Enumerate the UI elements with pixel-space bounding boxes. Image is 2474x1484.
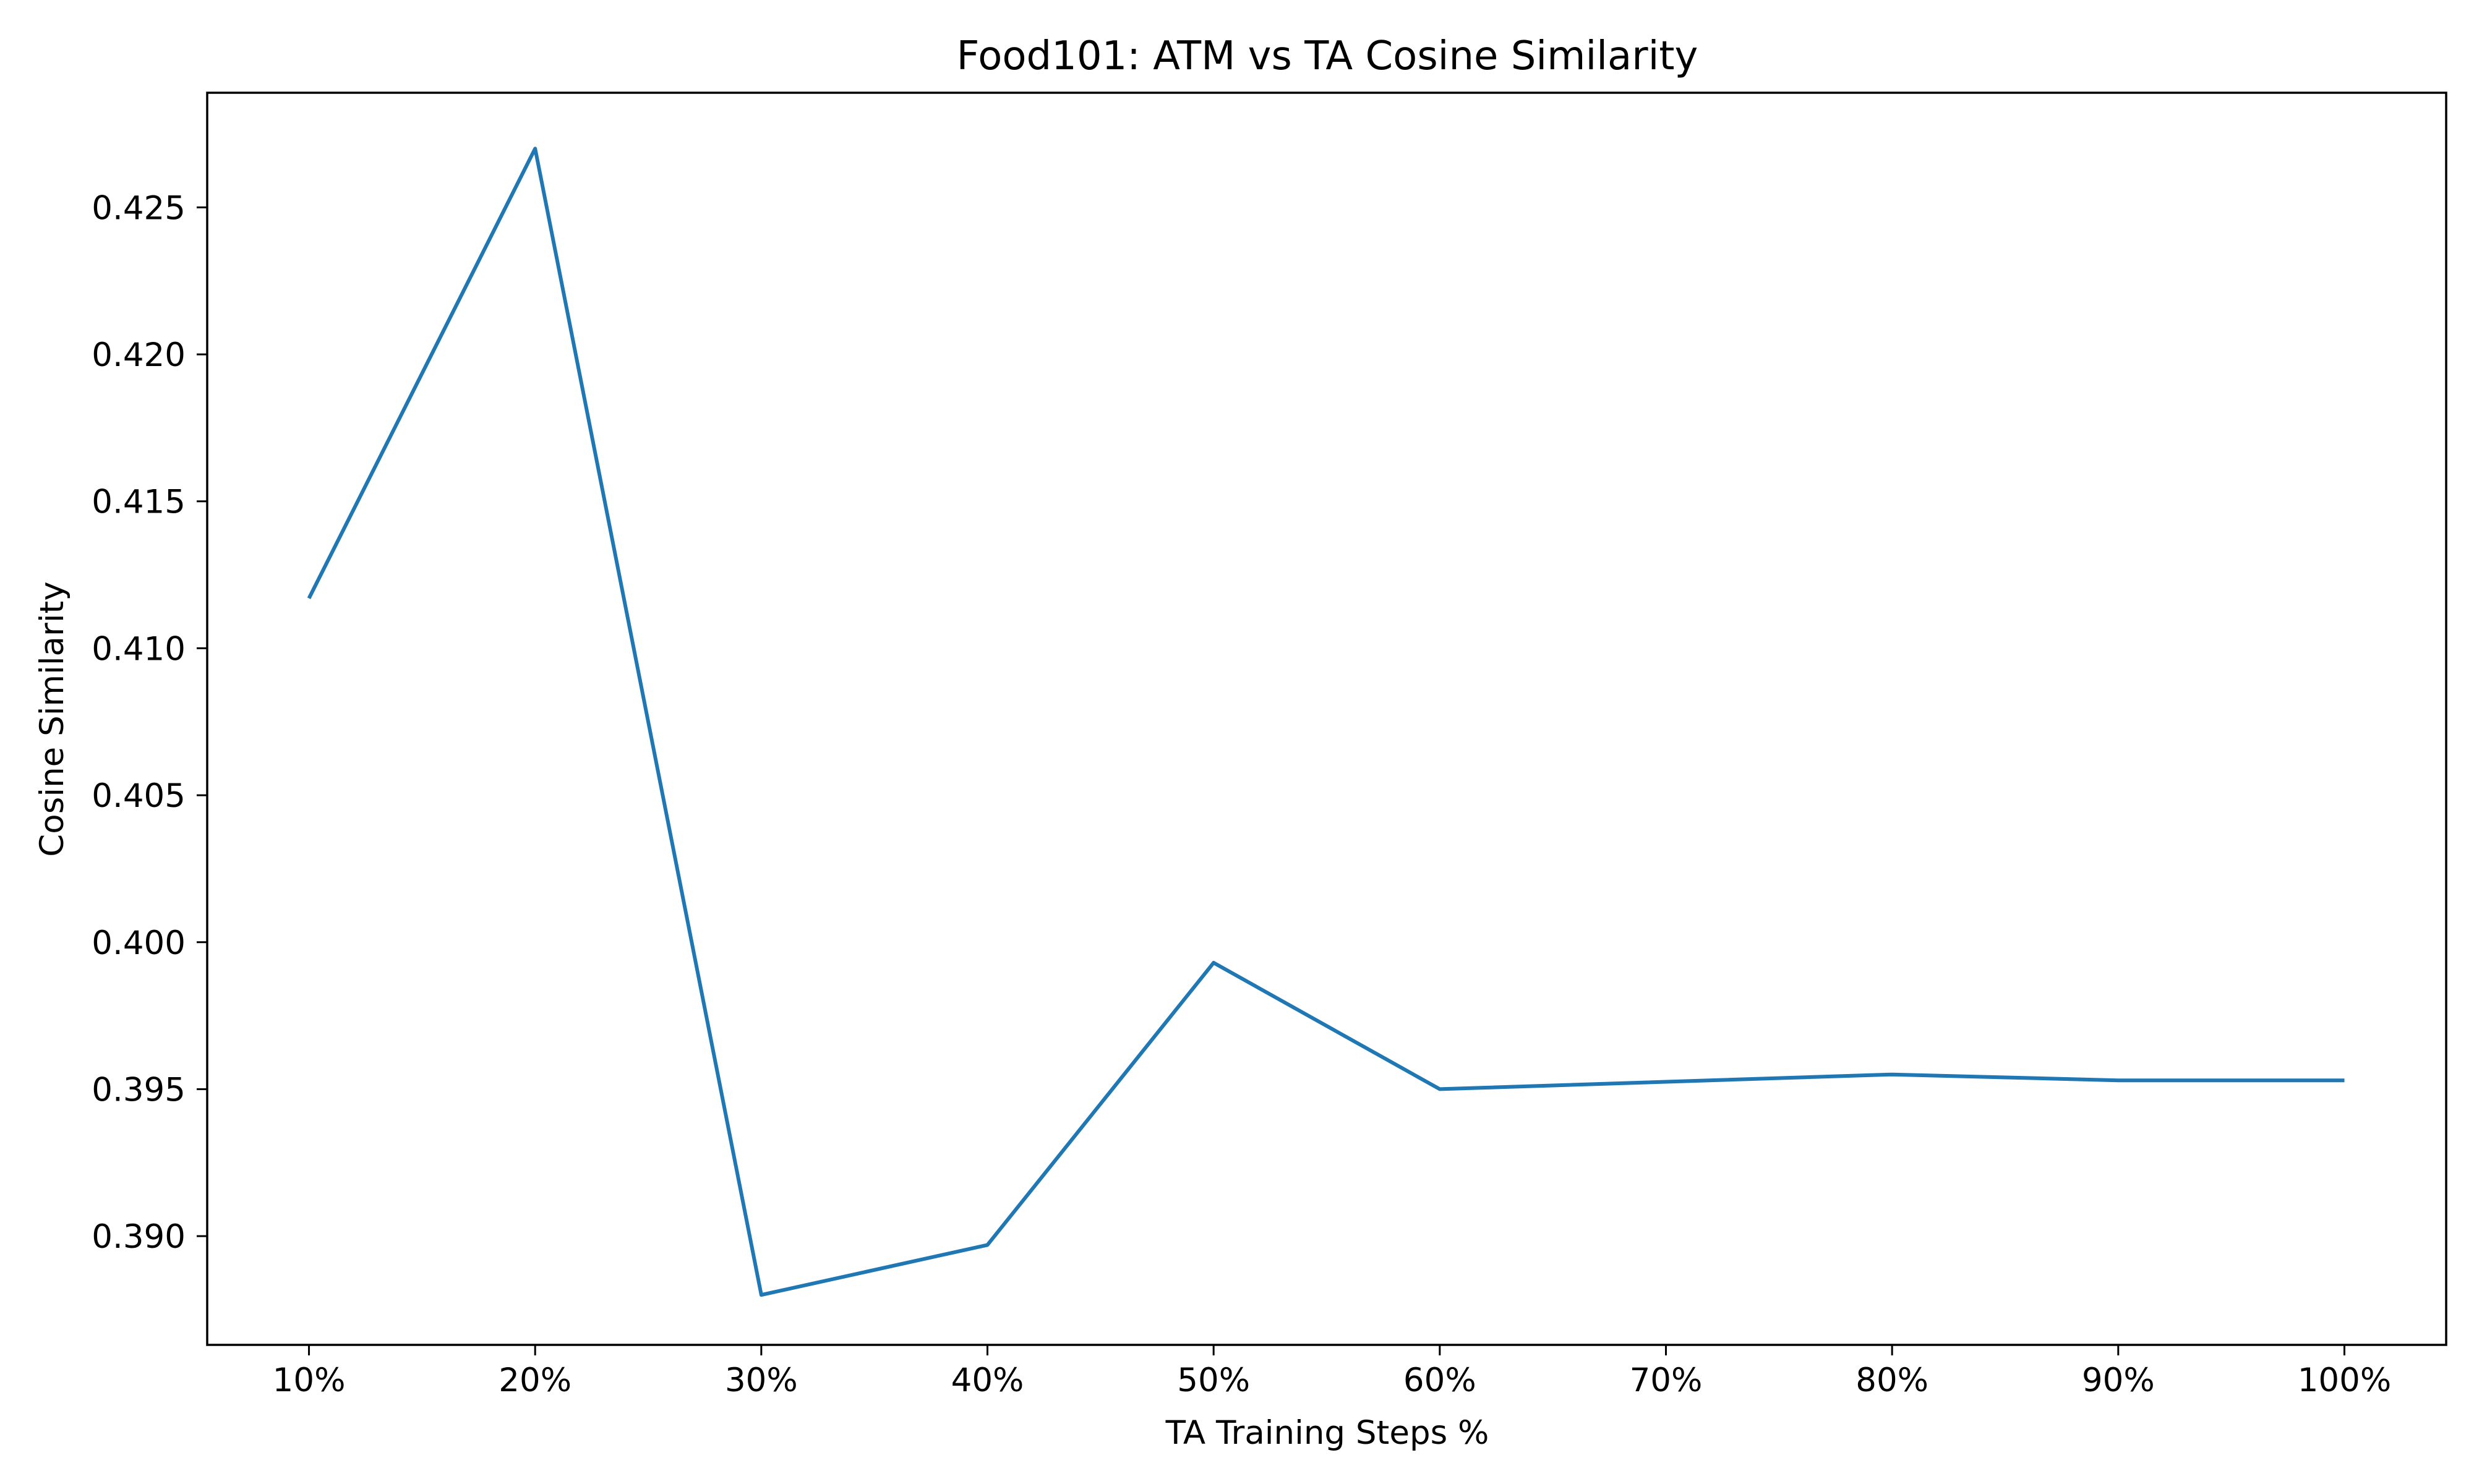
- axes-frame: [206, 92, 2447, 1346]
- y-tick-label: 0.395: [92, 1071, 186, 1109]
- x-axis-label: TA Training Steps %: [1165, 1414, 1489, 1452]
- y-tick-label: 0.390: [92, 1218, 186, 1256]
- y-tick-label: 0.425: [92, 189, 186, 227]
- series-line: [307, 147, 2345, 1297]
- x-tick-label: 90%: [2082, 1362, 2155, 1399]
- y-tick-label: 0.405: [92, 777, 186, 815]
- x-tick-label: 40%: [951, 1362, 1024, 1399]
- y-tick-label: 0.415: [92, 484, 186, 521]
- x-tick-label: 50%: [1177, 1362, 1250, 1399]
- x-tick-label: 60%: [1403, 1362, 1476, 1399]
- x-tick-label: 20%: [499, 1362, 571, 1399]
- x-tick-label: 100%: [2298, 1362, 2392, 1399]
- chart-title: Food101: ATM vs TA Cosine Similarity: [957, 33, 1698, 79]
- y-tick-label: 0.400: [92, 924, 186, 962]
- y-axis-label: Cosine Similarity: [33, 581, 71, 856]
- y-tick-label: 0.420: [92, 336, 186, 374]
- x-tick-label: 70%: [1630, 1362, 1703, 1399]
- plot-area: 10% 20% 30% 40% 50% 60% 70% 80% 90% 100% 0.390 0.39…: [92, 92, 2447, 1399]
- x-tick-label: 80%: [1856, 1362, 1928, 1399]
- x-tick-label: 30%: [725, 1362, 798, 1399]
- y-tick-label: 0.410: [92, 630, 186, 668]
- x-tick-label: 10%: [273, 1362, 346, 1399]
